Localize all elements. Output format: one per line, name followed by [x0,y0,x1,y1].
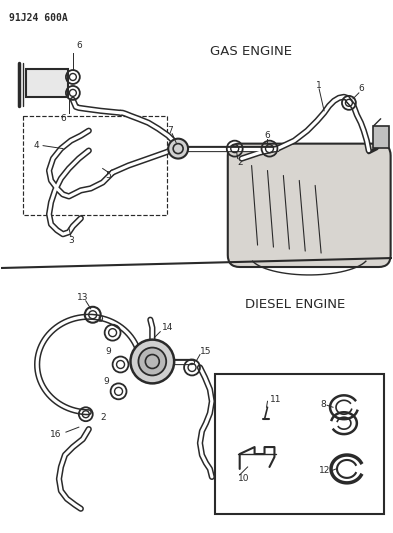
Text: 6: 6 [77,41,83,50]
Bar [23,116,167,215]
Text: 1: 1 [316,82,322,91]
Bar [373,126,389,148]
Text: 3: 3 [68,236,74,245]
Text: 2: 2 [237,158,242,167]
FancyBboxPatch shape [228,144,391,267]
Circle shape [130,340,174,383]
Text: 13: 13 [77,293,88,302]
Text: 12: 12 [320,466,331,475]
Text: 16: 16 [50,430,62,439]
Text: 2: 2 [101,413,107,422]
Text: 15: 15 [200,347,211,356]
Text: 14: 14 [162,323,174,332]
Text: 4: 4 [33,141,39,150]
Text: DIESEL ENGINE: DIESEL ENGINE [245,298,345,311]
Text: 6: 6 [358,84,364,93]
Text: 6: 6 [264,131,270,140]
Circle shape [168,139,188,158]
Text: 6: 6 [60,114,66,123]
Text: 9: 9 [106,347,112,356]
Bar [26,69,68,97]
Text: 11: 11 [270,395,281,404]
Text: 5: 5 [106,171,112,180]
Text: 8: 8 [320,400,326,409]
Text: 9: 9 [98,315,104,324]
Bar [215,375,384,514]
Text: 10: 10 [238,474,249,483]
Text: 7: 7 [167,126,173,135]
Text: GAS ENGINE: GAS ENGINE [210,45,292,58]
Text: 9: 9 [104,377,110,386]
Text: 91J24 600A: 91J24 600A [9,13,68,23]
Circle shape [138,348,166,375]
